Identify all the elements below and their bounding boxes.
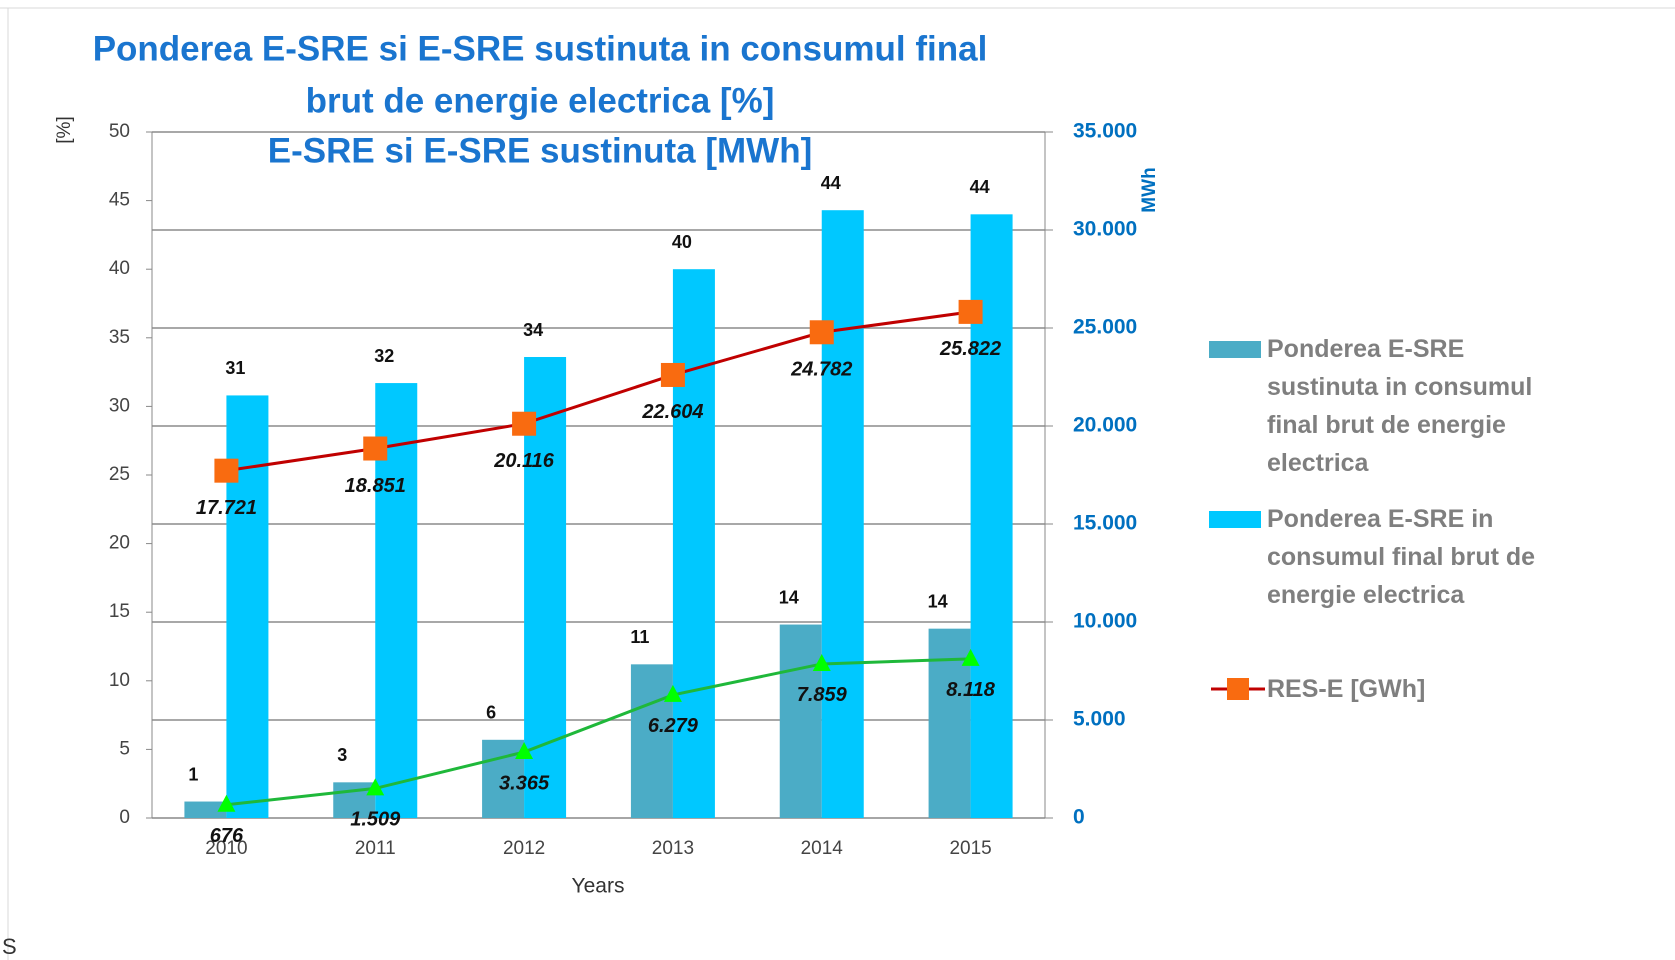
x-tick-label: 2015 [949,838,991,859]
legend-item: RES-E [GWh] [1209,670,1577,708]
y2-axis-label: MWh [1139,167,1160,212]
data-label: 11 [630,627,649,647]
y2-tick-label: 30.000 [1073,218,1137,241]
line [226,310,971,473]
data-label: 18.851 [345,475,406,497]
marker [663,684,682,702]
legend-label: Ponderea E-SRE sustinuta in consumul fin… [1267,335,1533,477]
marker [363,436,388,461]
x-axis-label: Years [572,875,625,898]
y-tick-label: 35 [109,327,130,348]
bar [928,628,971,818]
marker [958,299,983,324]
y2-tick-label: 0 [1073,806,1085,829]
bar [184,801,227,818]
y-tick-label: 10 [109,670,130,691]
legend-label: RES-E [GWh] [1267,675,1426,703]
data-label: 1 [188,764,198,784]
marker [515,742,534,760]
marker [512,411,537,436]
marker [660,362,685,387]
bar [779,624,822,818]
y-tick-label: 5 [119,738,130,759]
data-label: 14 [928,591,948,611]
marker [809,320,834,345]
marker [366,778,385,796]
y-tick-label: 15 [109,601,130,622]
marker [961,648,980,666]
data-label: 25.822 [939,338,1001,360]
y2-tick-label: 25.000 [1073,316,1137,339]
bar [630,664,673,818]
chart-title: E-SRE si E-SRE sustinuta [MWh] [268,131,812,170]
y-tick-label: 20 [109,533,130,554]
line [226,657,971,807]
x-tick-label: 2010 [205,838,247,859]
bar [821,210,864,819]
data-label: 6.279 [648,715,699,737]
bar [672,269,715,818]
y-tick-label: 25 [109,464,130,485]
marker [217,794,236,812]
data-label: 1.509 [350,809,401,831]
data-label: 14 [779,587,799,607]
data-label: 3.365 [499,772,550,794]
y2-tick-label: 15.000 [1073,512,1137,535]
y2-tick-label: 5.000 [1073,708,1126,731]
data-label: 44 [821,173,841,193]
x-tick-label: 2011 [355,838,396,859]
legend-swatch [1209,511,1261,528]
data-label: 20.116 [493,450,555,472]
chart-title: brut de energie electrica [%] [306,81,775,120]
y2-tick-label: 10.000 [1073,610,1137,633]
legend-item: Ponderea E-SRE sustinuta in consumul fin… [1209,330,1577,482]
y-tick-label: 40 [109,258,130,279]
chart-title: Ponderea E-SRE si E-SRE sustinuta in con… [93,29,988,68]
y2-tick-label: 20.000 [1073,414,1137,437]
data-label: 24.782 [790,359,852,381]
x-tick-label: 2013 [652,838,694,859]
legend-swatch [1209,341,1261,358]
y-tick-label: 0 [119,807,130,828]
y-tick-label: 50 [109,121,130,142]
data-label: 34 [523,320,543,340]
x-tick-label: 2014 [801,838,844,859]
legend-swatch [1211,678,1265,700]
legend-label: Ponderea E-SRE in consumul final brut de… [1267,505,1536,609]
marker [812,653,831,671]
data-label: 40 [672,232,692,252]
x-tick-label: 2012 [503,838,545,859]
marker [214,458,239,483]
data-label: 6 [486,703,496,723]
y-tick-label: 30 [109,395,130,416]
data-label: 676 [210,825,244,847]
y2-tick-label: 35.000 [1073,120,1137,143]
data-label: 31 [225,358,245,378]
legend-marker [1227,678,1249,700]
y-axis-label: [%] [54,116,75,143]
data-label: 7.859 [797,684,848,706]
data-label: 32 [374,346,394,366]
data-label: 44 [970,177,990,197]
y-tick-label: 45 [109,190,130,211]
footnote: S [2,934,17,959]
data-label: 8.118 [946,679,995,701]
data-label: 17.721 [196,497,257,519]
data-label: 3 [337,745,347,765]
legend-item: Ponderea E-SRE in consumul final brut de… [1209,500,1577,614]
data-label: 22.604 [641,401,703,423]
